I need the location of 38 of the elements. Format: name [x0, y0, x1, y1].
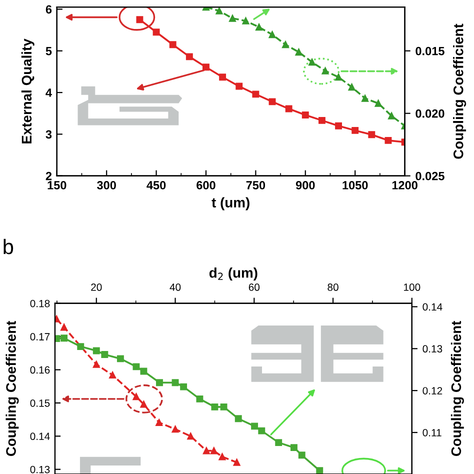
x-axis-title: t (um): [212, 197, 250, 210]
x-tick-label: 600: [196, 181, 216, 190]
x-tick-label: 60: [248, 284, 260, 291]
y2-axis-title: Coupling Coefficient: [453, 24, 466, 159]
y-tick-label: 6: [46, 5, 52, 14]
x-tick-label: 100: [404, 284, 420, 291]
y2-tick-label: 0.14: [422, 303, 442, 311]
y-tick-label: 0.18: [30, 300, 50, 308]
y-tick-label: 0.15: [30, 399, 50, 407]
x-tick-label: 40: [170, 284, 181, 291]
y-axis-title: Coupling Coefficient: [6, 320, 19, 456]
y-tick-label: 5: [46, 47, 52, 56]
x-tick-label: 80: [328, 284, 338, 291]
x-tick-label: 300: [97, 181, 116, 190]
y2-axis-title: Coupling Coefficient: [450, 320, 464, 456]
y2-tick-label: 0.025: [416, 172, 444, 180]
y-tick-label: 0.13: [30, 466, 50, 474]
x-tick-label: 1200: [392, 181, 418, 190]
x-axis-title: d$_{2}$ (um): [209, 268, 258, 280]
x-tick-label: 20: [91, 284, 102, 291]
x-tick-label: 900: [296, 181, 315, 190]
y-tick-label: 0.16: [30, 366, 50, 374]
y-tick-label: 3: [46, 130, 52, 139]
y-tick-label: 4: [46, 88, 52, 97]
y2-tick-label: 0.020: [416, 109, 444, 118]
y2-tick-label: 0.11: [422, 428, 442, 436]
x-tick-label: 450: [146, 181, 166, 190]
x-tick-label: 150: [48, 181, 66, 190]
x-tick-label: 750: [246, 181, 266, 190]
y2-tick-label: 0.12: [422, 387, 442, 394]
y2-tick-label: 0.13: [422, 345, 442, 353]
y-axis-title: External Quality: [21, 38, 34, 144]
y2-tick-label: 0.015: [416, 46, 444, 56]
x-tick-label: 1050: [342, 181, 368, 190]
y-tick-label: 0.17: [30, 333, 50, 340]
text: b: [4, 238, 14, 254]
y-tick-label: 2: [46, 172, 52, 180]
y-tick-label: 0.14: [30, 432, 50, 440]
